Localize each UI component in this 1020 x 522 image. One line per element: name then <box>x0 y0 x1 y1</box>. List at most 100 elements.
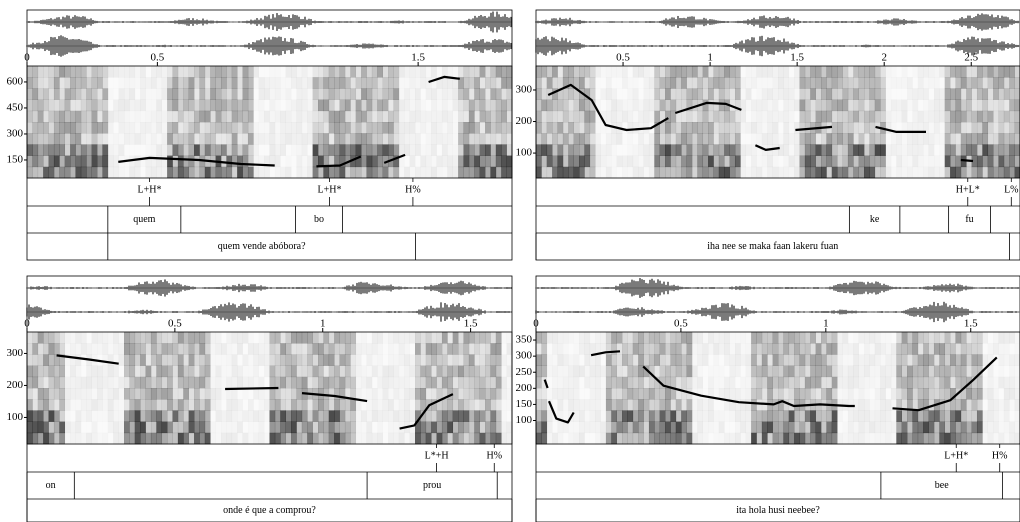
spectrogram-cell <box>584 343 590 355</box>
spectrogram-cell <box>886 100 892 112</box>
spectrogram-cell <box>119 100 125 112</box>
spectrogram-cell <box>129 377 135 389</box>
spectrogram-cell <box>929 144 935 156</box>
spectrogram-cell <box>660 133 666 145</box>
spectrogram-cell <box>464 422 470 434</box>
spectrogram-cell <box>361 354 367 366</box>
spectrogram-cell <box>367 422 373 434</box>
spectrogram-cell <box>367 77 373 89</box>
spectrogram-cell <box>404 410 410 422</box>
spectrogram-cell <box>902 100 908 112</box>
spectrogram-cell <box>611 111 617 123</box>
spectrogram-cell <box>92 77 98 89</box>
spectrogram-cell <box>243 77 249 89</box>
spectrogram-cell <box>151 354 157 366</box>
spectrogram-cell <box>816 111 822 123</box>
spectrogram-cell <box>447 167 453 179</box>
spectrogram-cell <box>751 167 757 179</box>
spectrogram-cell <box>92 167 98 179</box>
spectrogram-cell <box>205 354 211 366</box>
spectrogram-cell <box>216 332 222 344</box>
spectrogram-cell <box>464 388 470 400</box>
spectrogram-cell <box>393 167 399 179</box>
spectrogram-cell <box>501 66 507 78</box>
spectrogram-cell <box>442 433 448 445</box>
spectrogram-cell <box>458 167 464 179</box>
spectrogram-cell <box>993 144 999 156</box>
spectrogram-cell <box>810 133 816 145</box>
spectrogram-cell <box>982 167 988 179</box>
spectrogram-cell <box>420 422 426 434</box>
spectrogram-cell <box>606 111 612 123</box>
spectrogram-cell <box>458 332 464 344</box>
spectrogram-cell <box>194 167 200 179</box>
spectrogram-cell <box>464 399 470 411</box>
spectrogram-cell <box>485 77 491 89</box>
spectrogram-cell <box>323 410 329 422</box>
spectrogram-cell <box>724 88 730 100</box>
spectrogram-cell <box>939 144 945 156</box>
spectrogram-cell <box>237 422 243 434</box>
spectrogram-cell <box>649 77 655 89</box>
spectrogram-cell <box>665 133 671 145</box>
spectrogram-cell <box>43 144 49 156</box>
spectrogram-cell <box>70 133 76 145</box>
spectrogram-cell <box>302 77 308 89</box>
spectrogram-cell <box>902 88 908 100</box>
spectrogram-cell <box>848 77 854 89</box>
spectrogram-cell <box>595 377 601 389</box>
spectrogram-cell <box>356 422 362 434</box>
spectrogram-cell <box>361 366 367 378</box>
spectrogram-cell <box>49 156 55 168</box>
spectrogram-cell <box>296 410 302 422</box>
spectrogram-cell <box>886 144 892 156</box>
spectrogram-cell <box>552 122 558 134</box>
spectrogram-cell <box>388 77 394 89</box>
spectrogram-cell <box>654 100 660 112</box>
spectrogram-cell <box>638 156 644 168</box>
spectrogram-cell <box>724 111 730 123</box>
spectrogram-cell <box>584 144 590 156</box>
spectrogram-cell <box>124 88 130 100</box>
spectrogram-cell <box>832 77 838 89</box>
spectrogram-cell <box>151 388 157 400</box>
spectrogram-cell <box>923 88 929 100</box>
spectrogram-cell <box>832 66 838 78</box>
spectrogram-cell <box>54 122 60 134</box>
spectrogram-cell <box>205 77 211 89</box>
spectrogram-cell <box>415 156 421 168</box>
spectrogram-cell <box>275 332 281 344</box>
spectrogram-cell <box>563 100 569 112</box>
spectrogram-cell <box>259 422 265 434</box>
spectrogram-cell <box>660 88 666 100</box>
spectrogram-cell <box>32 399 38 411</box>
spectrogram-cell <box>356 167 362 179</box>
spectrogram-cell <box>955 111 961 123</box>
spectrogram-cell <box>853 100 859 112</box>
spectrogram-cell <box>361 133 367 145</box>
spectrogram-cell <box>86 332 92 344</box>
spectrogram-cell <box>388 377 394 389</box>
spectrogram-cell <box>340 133 346 145</box>
spectrogram-cell <box>735 144 741 156</box>
spectrogram-cell <box>552 133 558 145</box>
spectrogram-cell <box>248 144 254 156</box>
spectrogram-cell <box>313 167 319 179</box>
spectrogram-cell <box>367 133 373 145</box>
spectrogram-cell <box>480 422 486 434</box>
spectrogram-cell <box>286 332 292 344</box>
spectrogram-cell <box>232 422 238 434</box>
spectrogram-cell <box>633 377 639 389</box>
spectrogram-cell <box>442 332 448 344</box>
spectrogram-cell <box>340 410 346 422</box>
spectrogram-cell <box>356 111 362 123</box>
spectrogram-cell <box>496 377 502 389</box>
spectrogram-cell <box>574 66 580 78</box>
spectrogram-cell <box>140 366 146 378</box>
spectrogram-cell <box>70 433 76 445</box>
spectrogram-cell <box>361 156 367 168</box>
spectrogram-cell <box>232 88 238 100</box>
spectrogram-cell <box>464 77 470 89</box>
spectrogram-cell <box>789 133 795 145</box>
spectrogram-cell <box>183 410 189 422</box>
